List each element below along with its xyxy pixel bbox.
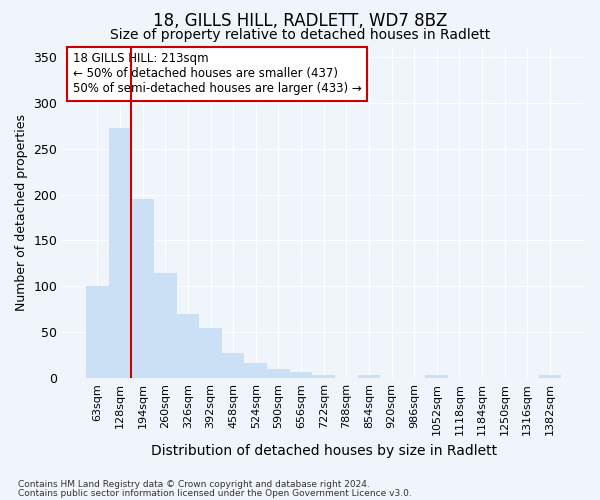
Bar — [267, 369, 290, 378]
Text: 18 GILLS HILL: 213sqm
← 50% of detached houses are smaller (437)
50% of semi-det: 18 GILLS HILL: 213sqm ← 50% of detached … — [73, 52, 361, 96]
Bar — [176, 314, 199, 378]
Bar — [199, 328, 222, 378]
Bar — [425, 374, 448, 378]
Bar — [313, 374, 335, 378]
Text: 18, GILLS HILL, RADLETT, WD7 8BZ: 18, GILLS HILL, RADLETT, WD7 8BZ — [153, 12, 447, 30]
Bar — [86, 286, 109, 378]
Bar — [539, 374, 561, 378]
Bar — [358, 374, 380, 378]
Text: Contains HM Land Registry data © Crown copyright and database right 2024.: Contains HM Land Registry data © Crown c… — [18, 480, 370, 489]
Bar — [109, 128, 131, 378]
Text: Size of property relative to detached houses in Radlett: Size of property relative to detached ho… — [110, 28, 490, 42]
Text: Contains public sector information licensed under the Open Government Licence v3: Contains public sector information licen… — [18, 488, 412, 498]
Bar — [154, 272, 176, 378]
Bar — [222, 352, 244, 378]
X-axis label: Distribution of detached houses by size in Radlett: Distribution of detached houses by size … — [151, 444, 497, 458]
Y-axis label: Number of detached properties: Number of detached properties — [15, 114, 28, 312]
Bar — [131, 199, 154, 378]
Bar — [244, 362, 267, 378]
Bar — [290, 372, 313, 378]
